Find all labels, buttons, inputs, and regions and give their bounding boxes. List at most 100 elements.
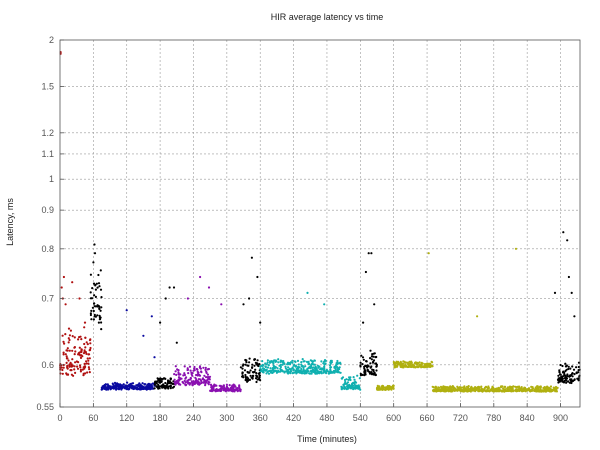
data-point <box>280 360 283 363</box>
outlier-point <box>367 252 370 255</box>
axes: 0 60 120 180 240 300 360 420 480 540 600 660 720 780 8… <box>36 35 581 423</box>
data-point <box>287 372 290 375</box>
data-point <box>402 365 405 368</box>
data-point <box>477 390 480 393</box>
data-point <box>218 388 221 391</box>
data-point <box>205 376 208 379</box>
data-point <box>255 372 258 375</box>
data-point <box>84 346 87 349</box>
data-point <box>568 375 571 378</box>
data-point <box>183 365 186 368</box>
data-point <box>400 365 403 368</box>
data-point <box>162 383 165 386</box>
data-point <box>213 383 216 386</box>
data-point <box>506 386 510 389</box>
data-point <box>73 368 76 371</box>
data-point <box>311 366 314 369</box>
data-point <box>414 366 417 369</box>
outlier-point <box>306 291 309 294</box>
data-point <box>78 336 81 339</box>
outlier-point <box>142 334 145 337</box>
data-point <box>300 363 303 366</box>
data-point <box>195 367 198 371</box>
data-point <box>176 368 179 371</box>
data-point <box>132 387 135 390</box>
data-point <box>312 363 315 366</box>
data-point <box>98 285 101 288</box>
data-point <box>339 362 342 365</box>
data-point <box>66 373 70 376</box>
data-point <box>81 368 84 371</box>
data-point <box>92 282 96 285</box>
data-point <box>389 385 392 388</box>
outlier-point <box>373 303 376 306</box>
data-point <box>178 379 181 382</box>
data-point <box>297 369 300 372</box>
scatter-series <box>359 252 378 377</box>
outlier-point <box>175 341 178 344</box>
data-point <box>85 362 88 365</box>
data-point <box>323 360 326 363</box>
data-point <box>76 365 79 368</box>
data-point <box>284 367 287 370</box>
data-point <box>554 388 557 392</box>
data-point <box>96 304 99 307</box>
data-point <box>252 371 255 374</box>
data-point <box>100 321 103 324</box>
data-point <box>500 385 503 388</box>
data-point <box>236 389 239 392</box>
data-point <box>332 369 335 373</box>
data-point <box>254 361 257 364</box>
data-point <box>208 381 211 384</box>
data-point <box>120 388 123 391</box>
outlier-point <box>60 286 63 289</box>
data-point <box>371 361 375 364</box>
data-point <box>531 389 534 392</box>
data-point <box>68 349 71 352</box>
data-point <box>73 346 76 349</box>
scatter-series <box>209 303 242 393</box>
data-point <box>89 291 92 294</box>
x-tick-label: 300 <box>219 413 234 423</box>
data-point <box>273 359 276 362</box>
data-point <box>333 365 336 368</box>
data-point <box>349 376 352 379</box>
data-point <box>125 385 128 388</box>
data-point <box>514 385 517 388</box>
data-point <box>277 370 281 373</box>
data-point <box>353 383 356 386</box>
data-point <box>140 386 143 390</box>
scatter-series <box>340 374 362 391</box>
data-point <box>552 386 556 389</box>
data-point <box>229 386 232 389</box>
plot-frame <box>59 39 581 408</box>
data-point <box>120 386 123 389</box>
data-point <box>260 368 263 371</box>
data-point <box>450 386 453 389</box>
data-point <box>169 377 172 380</box>
data-point <box>536 385 539 388</box>
data-point <box>77 361 80 364</box>
data-point <box>271 371 274 374</box>
data-point <box>423 363 426 366</box>
data-point <box>412 366 415 369</box>
data-point <box>341 386 344 390</box>
data-point <box>177 373 180 376</box>
data-point <box>90 309 93 312</box>
data-point <box>347 378 350 381</box>
data-point <box>160 377 163 381</box>
data-point <box>353 378 356 381</box>
outlier-point <box>62 275 65 279</box>
data-point <box>558 369 561 372</box>
data-point <box>104 387 107 391</box>
data-point <box>313 359 316 362</box>
data-point <box>138 382 141 385</box>
data-point <box>71 349 74 352</box>
data-point <box>372 370 375 373</box>
data-point <box>567 365 570 368</box>
data-point <box>168 381 172 384</box>
data-point <box>254 377 258 380</box>
data-point <box>82 366 85 369</box>
data-point <box>289 361 292 364</box>
data-point <box>93 302 96 305</box>
